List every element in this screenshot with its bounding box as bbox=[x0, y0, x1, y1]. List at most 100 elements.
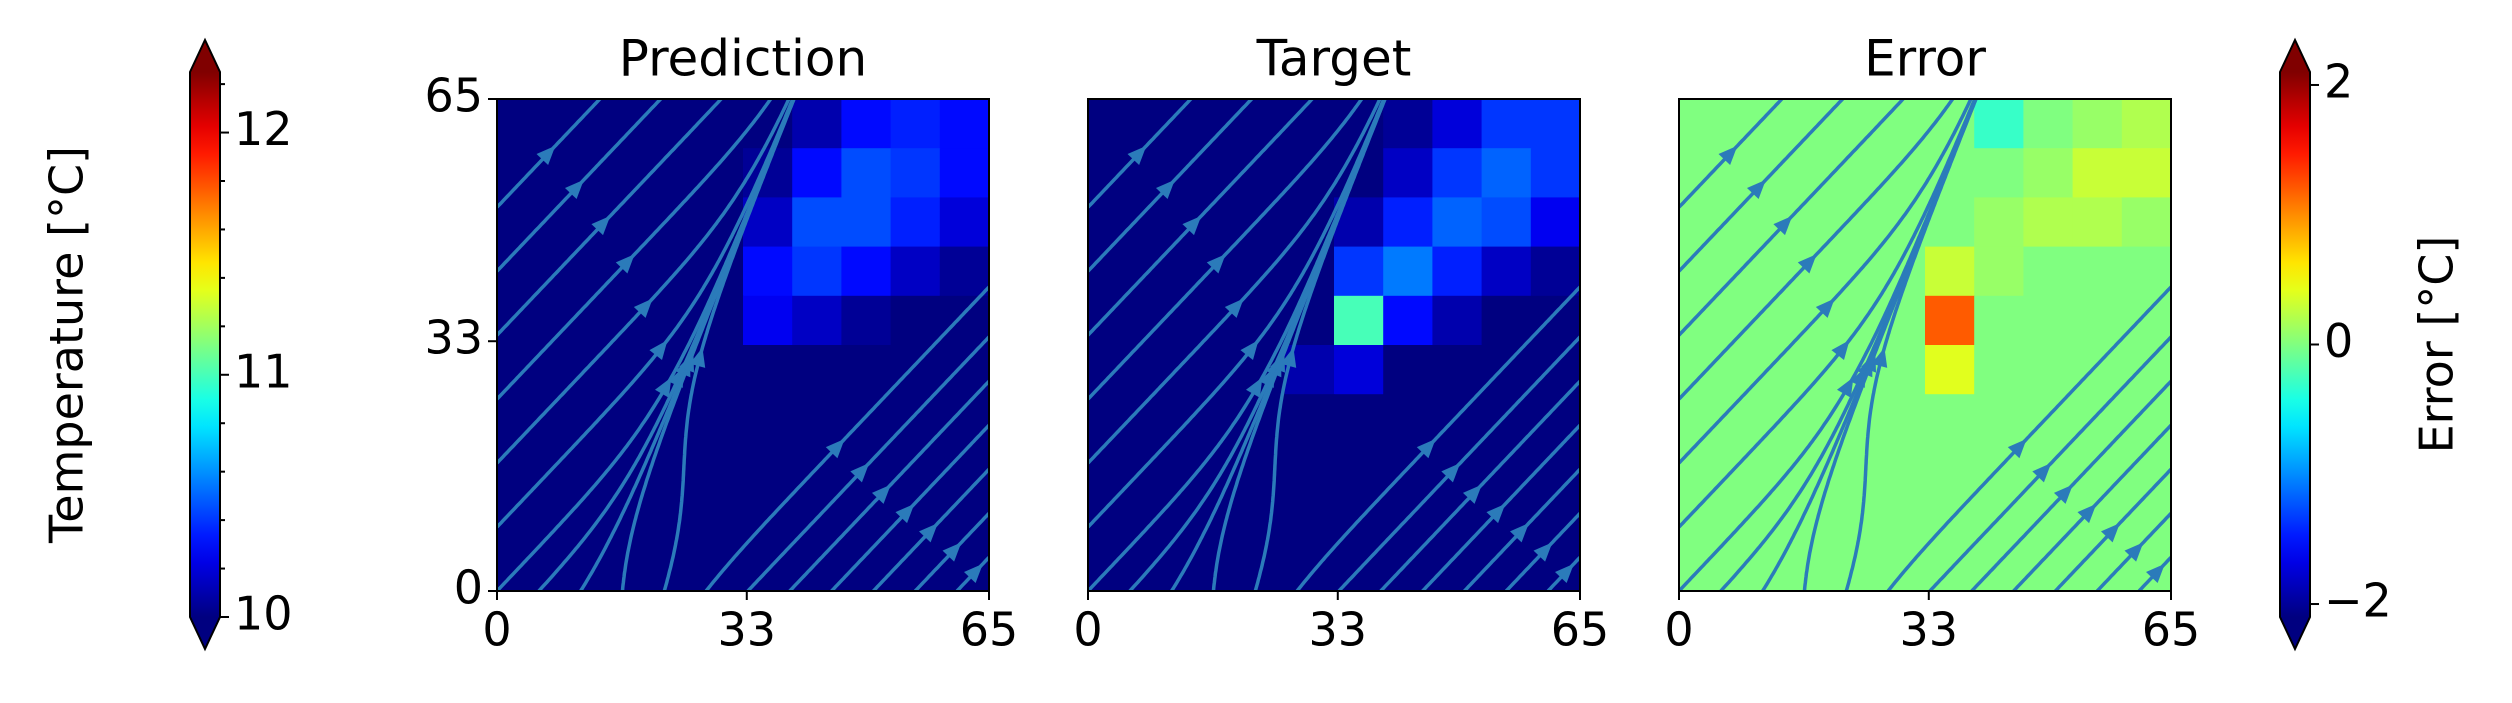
heatmap-cell bbox=[1481, 99, 1532, 149]
heatmap-cell bbox=[743, 443, 793, 494]
streamlines bbox=[497, 99, 989, 591]
heatmap-cell bbox=[743, 345, 793, 395]
x-tick-label: 0 bbox=[1664, 603, 1693, 657]
heatmap-cell bbox=[1432, 541, 1483, 591]
heatmap-cell bbox=[1334, 345, 1384, 395]
heatmap-cell bbox=[1284, 541, 1335, 591]
y-tick-label: 33 bbox=[424, 311, 483, 365]
streamline-arrow bbox=[1509, 523, 1529, 543]
streamline bbox=[746, 334, 989, 591]
heatmap-cell bbox=[1530, 345, 1580, 395]
heatmap-cell bbox=[1088, 295, 1138, 346]
streamline-arrow bbox=[871, 484, 891, 504]
heatmap-cell bbox=[743, 394, 793, 444]
streamline-arrow bbox=[1224, 298, 1244, 318]
heatmap-cell bbox=[693, 492, 744, 543]
heatmap-cell bbox=[1530, 99, 1580, 149]
heatmap-cell bbox=[2121, 295, 2171, 346]
streamline bbox=[1679, 99, 1977, 529]
axes-frame bbox=[496, 98, 990, 592]
heatmap-cell bbox=[792, 246, 842, 297]
heatmap-cell bbox=[939, 345, 989, 395]
streamline-arrow bbox=[1718, 145, 1738, 166]
x-tick-label: 65 bbox=[2142, 603, 2201, 657]
streamline-arrow bbox=[1245, 377, 1263, 398]
heatmap-cell bbox=[546, 541, 596, 591]
heatmap-cell bbox=[1383, 148, 1433, 198]
heatmap-cell bbox=[1679, 148, 1729, 198]
streamline-arrow bbox=[1836, 377, 1854, 398]
heatmap-cell bbox=[2072, 99, 2123, 149]
heatmap-cell bbox=[1334, 246, 1384, 297]
heatmap-cell bbox=[792, 295, 842, 346]
colorbar-label: Temperature [°C] bbox=[40, 146, 94, 544]
streamline-arrow bbox=[1127, 145, 1147, 166]
streamline bbox=[1088, 99, 1386, 529]
heatmap-cell bbox=[1974, 99, 2024, 149]
heatmap-cells bbox=[1679, 99, 2171, 591]
heatmap-cell bbox=[792, 394, 842, 444]
heatmap-cell bbox=[693, 394, 744, 444]
heatmap-cell bbox=[497, 295, 547, 346]
heatmap-cell bbox=[1481, 394, 1532, 444]
streamline-arrow bbox=[1533, 542, 1553, 562]
heatmap-cell bbox=[497, 148, 547, 198]
heatmap-cell bbox=[890, 345, 941, 395]
streamline bbox=[1088, 99, 1382, 465]
streamline-arrow bbox=[895, 503, 915, 524]
heatmap-cell bbox=[890, 394, 941, 444]
heatmap-cell bbox=[2121, 394, 2171, 444]
heatmap-cell bbox=[1974, 541, 2024, 591]
heatmap-cell bbox=[1679, 295, 1729, 346]
heatmap-cell bbox=[693, 99, 744, 149]
streamline bbox=[1088, 99, 1254, 273]
heatmap-cell bbox=[2023, 99, 2074, 149]
heatmap-cell bbox=[693, 443, 744, 494]
streamline-arrow bbox=[1555, 563, 1574, 584]
heatmap-cell bbox=[1088, 99, 1138, 149]
heatmap-cell bbox=[1284, 443, 1335, 494]
colorbar-tick-label: 10 bbox=[234, 587, 293, 641]
panel-title: Prediction bbox=[619, 30, 867, 88]
heatmap-cell bbox=[1284, 99, 1335, 149]
heatmap-cell bbox=[2072, 394, 2123, 444]
heatmap-cell bbox=[1088, 443, 1138, 494]
heatmap-cell bbox=[1875, 443, 1926, 494]
streamline bbox=[1421, 422, 1580, 591]
heatmap-cell bbox=[1432, 246, 1483, 297]
heatmap-cell bbox=[1137, 541, 1187, 591]
heatmap-cell bbox=[595, 148, 646, 198]
heatmap-cell bbox=[1432, 295, 1483, 346]
streamline bbox=[497, 99, 795, 529]
streamline-arrow bbox=[1773, 215, 1793, 236]
heatmap-cell bbox=[1728, 99, 1778, 149]
heatmap-cell bbox=[2072, 345, 2123, 395]
heatmap-cell bbox=[1974, 148, 2024, 198]
heatmap-cell bbox=[792, 541, 842, 591]
heatmap-cell bbox=[2121, 197, 2171, 248]
streamline bbox=[1886, 284, 2171, 591]
axes-frame bbox=[1087, 98, 1581, 592]
heatmap-cell bbox=[693, 541, 744, 591]
heatmap-cell bbox=[595, 295, 646, 346]
heatmap-cell bbox=[1284, 492, 1335, 543]
heatmap-cell bbox=[792, 197, 842, 248]
heatmap-cell bbox=[546, 99, 596, 149]
heatmap-cell bbox=[1974, 345, 2024, 395]
heatmap-cell bbox=[1925, 246, 1975, 297]
streamline bbox=[1295, 284, 1580, 591]
x-tick-label: 33 bbox=[1900, 603, 1959, 657]
heatmap-cell bbox=[497, 443, 547, 494]
heatmap-cell bbox=[1875, 394, 1926, 444]
streamline-arrow bbox=[1206, 254, 1226, 274]
x-tick-label: 0 bbox=[1073, 603, 1102, 657]
streamline-arrow bbox=[536, 145, 556, 166]
heatmap-cell bbox=[1530, 246, 1580, 297]
streamline-arrow bbox=[1797, 254, 1817, 274]
heatmap-cell bbox=[2121, 492, 2171, 543]
streamlines bbox=[1088, 99, 1580, 591]
heatmap-cell bbox=[1974, 197, 2024, 248]
streamline-arrow bbox=[2053, 484, 2073, 504]
streamline bbox=[497, 99, 724, 337]
streamline-arrow bbox=[654, 377, 672, 398]
